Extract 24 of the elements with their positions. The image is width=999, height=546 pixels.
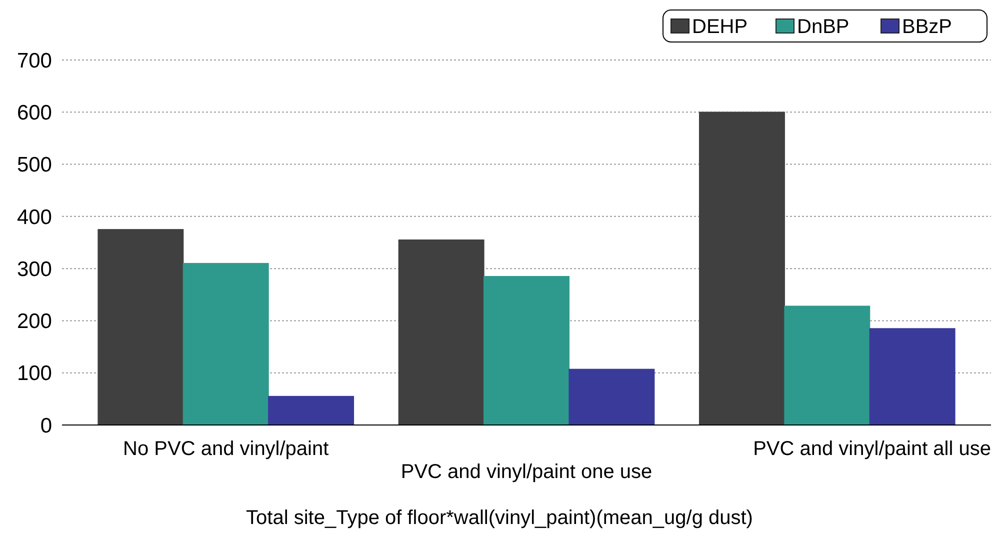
y-tick-label: 400 bbox=[16, 206, 52, 229]
legend-label: BBzP bbox=[902, 16, 952, 38]
bar bbox=[784, 306, 870, 426]
x-tick-label: PVC and vinyl/paint one use bbox=[400, 461, 652, 483]
bar bbox=[484, 276, 570, 426]
bar bbox=[182, 262, 269, 426]
bar bbox=[398, 239, 484, 426]
legend-label: DnBP bbox=[797, 16, 850, 38]
y-tick-label: 600 bbox=[16, 101, 52, 124]
y-tick-label: 100 bbox=[16, 362, 52, 386]
x-tick-label: No PVC and vinyl/paint bbox=[123, 438, 330, 460]
bar bbox=[568, 368, 655, 426]
bar bbox=[698, 112, 785, 426]
y-tick-label: 200 bbox=[16, 310, 52, 334]
bar bbox=[869, 328, 956, 426]
legend-label: DEHP bbox=[692, 16, 748, 38]
y-tick-label: 500 bbox=[16, 154, 52, 177]
bar bbox=[268, 396, 354, 426]
y-tick-label: 300 bbox=[16, 258, 52, 281]
y-tick-label: 0 bbox=[40, 414, 52, 438]
y-tick-label: 700 bbox=[16, 49, 52, 72]
x-tick-label: PVC and vinyl/paint all use bbox=[753, 438, 991, 460]
x-axis-title: Total site_Type of floor*wall(vinyl_paint)(mean_ug/g dust) bbox=[246, 507, 753, 529]
bar bbox=[98, 229, 184, 426]
